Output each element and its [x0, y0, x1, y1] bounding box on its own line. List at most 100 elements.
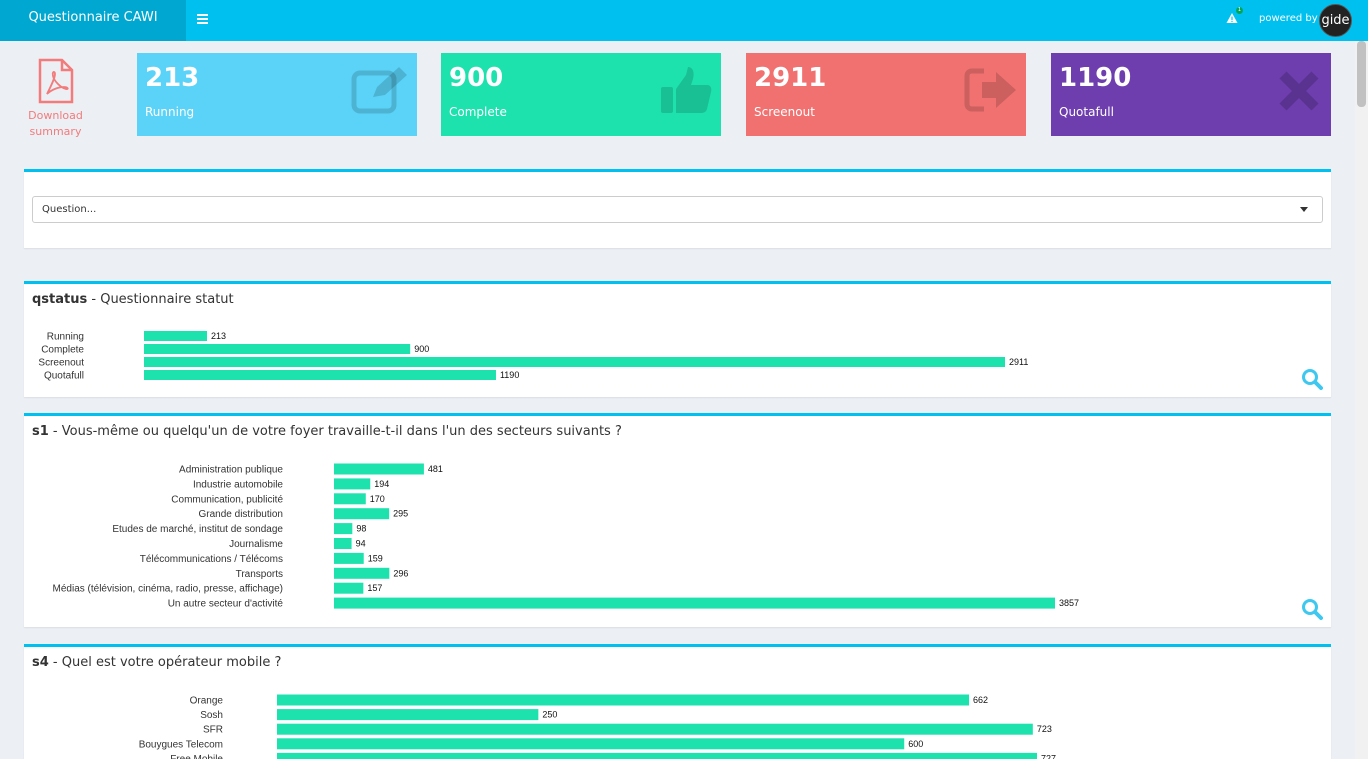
question-select[interactable]: Question...	[32, 196, 1323, 223]
top-navbar: Questionnaire CAWI 1 powered by gide	[0, 0, 1368, 41]
bar-transports[interactable]	[334, 567, 390, 579]
download-summary-button[interactable]: Download summary	[27, 58, 84, 140]
bar-value-label: 250	[542, 710, 557, 720]
bar-value-label: 170	[370, 494, 385, 504]
pdf-file-icon	[38, 58, 73, 104]
chart-s4: Orange 662 Sosh 250 SFR 723 Bouygues Telecom 60…	[24, 647, 1331, 759]
bar-complete[interactable]	[144, 344, 411, 354]
stat-box-screenout[interactable]: 2911 Screenout	[746, 53, 1026, 136]
question-text: - Vous-même ou quelqu'un de votre foyer …	[48, 424, 622, 439]
bar-category-label: Running	[47, 332, 84, 343]
search-icon[interactable]	[1301, 598, 1323, 620]
bar-value-label: 296	[393, 568, 408, 578]
bar-value-label: 600	[908, 739, 923, 749]
bar-orange[interactable]	[277, 694, 970, 706]
bar-category-label: Un autre secteur d'activité	[168, 599, 284, 610]
bar-category-label: Administration publique	[179, 465, 283, 476]
question-code: s4	[32, 655, 49, 670]
bar-sfr[interactable]	[277, 723, 1033, 735]
search-icon[interactable]	[1301, 368, 1323, 390]
close-icon	[1279, 71, 1319, 111]
thumbs-up-icon	[661, 67, 712, 113]
bar-category-label: SFR	[203, 725, 223, 736]
bar-chart: Running 213 Complete 900 Screenout 2911 Quotaf…	[38, 331, 1028, 382]
bar-grande-distribution[interactable]	[334, 508, 390, 520]
stat-value: 213	[145, 63, 200, 93]
stat-label: Quotafull	[1059, 105, 1114, 119]
bar-category-label: Complete	[41, 345, 84, 356]
question-code: s1	[32, 424, 49, 439]
bar-quotafull[interactable]	[144, 370, 496, 380]
bar-category-label: Etudes de marché, institut de sondage	[112, 524, 283, 535]
bar-category-label: Free Mobile	[170, 754, 223, 759]
brand-title[interactable]: Questionnaire CAWI	[0, 0, 186, 41]
bar-running[interactable]	[144, 331, 207, 341]
page-scrollbar[interactable]	[1355, 41, 1368, 759]
bar-value-label: 159	[368, 553, 383, 563]
menu-toggle-icon[interactable]	[197, 14, 208, 25]
bar-category-label: Télécommunications / Télécoms	[140, 554, 283, 565]
edit-icon	[351, 67, 407, 114]
bar-etudes-de-march-institut-de-sondage[interactable]	[334, 523, 353, 535]
bar-un-autre-secteur-d-activit[interactable]	[334, 597, 1055, 609]
stat-label: Complete	[449, 105, 507, 119]
bar-category-label: Médias (télévision, cinéma, radio, press…	[53, 584, 283, 595]
bar-category-label: Grande distribution	[199, 509, 284, 520]
bar-bouygues-telecom[interactable]	[277, 738, 905, 750]
bar-category-label: Journalisme	[229, 539, 283, 550]
bar-category-label: Orange	[190, 696, 224, 707]
bar-administration-publique[interactable]	[334, 463, 424, 475]
stat-value: 1190	[1059, 63, 1132, 93]
stat-label: Running	[145, 105, 195, 119]
warning-icon[interactable]	[1226, 12, 1238, 24]
bar-m-dias-t-l-vision-cin-ma-radio-presse-affichage[interactable]	[334, 582, 364, 594]
chart-qstatus: Running 213 Complete 900 Screenout 2911 Quotaf…	[24, 284, 1331, 397]
scrollbar-thumb[interactable]	[1357, 41, 1366, 107]
chart-panel-s1: s1 - Vous-même ou quelqu'un de votre foy…	[24, 413, 1331, 627]
bar-value-label: 3857	[1059, 598, 1079, 608]
bar-value-label: 98	[356, 524, 366, 534]
powered-by-text: powered by	[1259, 13, 1318, 24]
bar-value-label: 157	[367, 583, 382, 593]
chart-panel-qstatus: qstatus - Questionnaire statut Running 21…	[24, 281, 1331, 397]
bar-screenout[interactable]	[144, 357, 1005, 367]
bar-value-label: 723	[1037, 724, 1052, 734]
stat-box-running[interactable]: 213 Running	[137, 53, 417, 136]
bar-industrie-automobile[interactable]	[334, 478, 371, 490]
bar-chart: Administration publique 481 Industrie auto…	[53, 463, 1079, 610]
bar-category-label: Communication, publicité	[171, 494, 283, 505]
bar-category-label: Screenout	[38, 358, 84, 369]
bar-category-label: Bouygues Telecom	[139, 739, 223, 750]
question-text: - Quel est votre opérateur mobile ?	[48, 655, 282, 670]
stat-box-complete[interactable]: 900 Complete	[441, 53, 721, 136]
bar-journalisme[interactable]	[334, 538, 352, 549]
bar-category-label: Transports	[236, 569, 283, 580]
download-label-line2: summary	[29, 125, 82, 138]
bar-value-label: 2911	[1009, 357, 1028, 367]
question-filter-panel: Question...	[24, 169, 1331, 248]
bar-t-l-communications-t-l-coms[interactable]	[334, 552, 364, 564]
question-text: - Questionnaire statut	[87, 292, 234, 307]
bar-category-label: Sosh	[200, 710, 223, 721]
download-label-line1: Download	[28, 109, 83, 122]
bar-chart: Orange 662 Sosh 250 SFR 723 Bouygues Telecom 60…	[139, 694, 1056, 759]
bar-value-label: 194	[374, 479, 389, 489]
sign-out-icon	[964, 68, 1016, 112]
bar-communication-publicit[interactable]	[334, 493, 366, 505]
panel-title: s1 - Vous-même ou quelqu'un de votre foy…	[32, 424, 622, 439]
gide-logo[interactable]: gide	[1319, 4, 1352, 37]
panel-title: s4 - Quel est votre opérateur mobile ?	[32, 655, 281, 670]
stat-value: 2911	[754, 63, 827, 93]
bar-category-label: Quotafull	[44, 371, 84, 382]
stat-value: 900	[449, 63, 504, 93]
bar-value-label: 481	[428, 464, 443, 474]
bar-sosh[interactable]	[277, 709, 539, 721]
bar-category-label: Industrie automobile	[193, 479, 283, 490]
bar-value-label: 295	[393, 509, 408, 519]
chevron-down-icon	[1300, 207, 1308, 212]
panel-title: qstatus - Questionnaire statut	[32, 292, 234, 307]
stat-box-quotafull[interactable]: 1190 Quotafull	[1051, 53, 1331, 136]
chart-panel-s4: s4 - Quel est votre opérateur mobile ? O…	[24, 644, 1331, 759]
bar-value-label: 94	[356, 539, 366, 549]
bar-free-mobile[interactable]	[277, 752, 1037, 759]
